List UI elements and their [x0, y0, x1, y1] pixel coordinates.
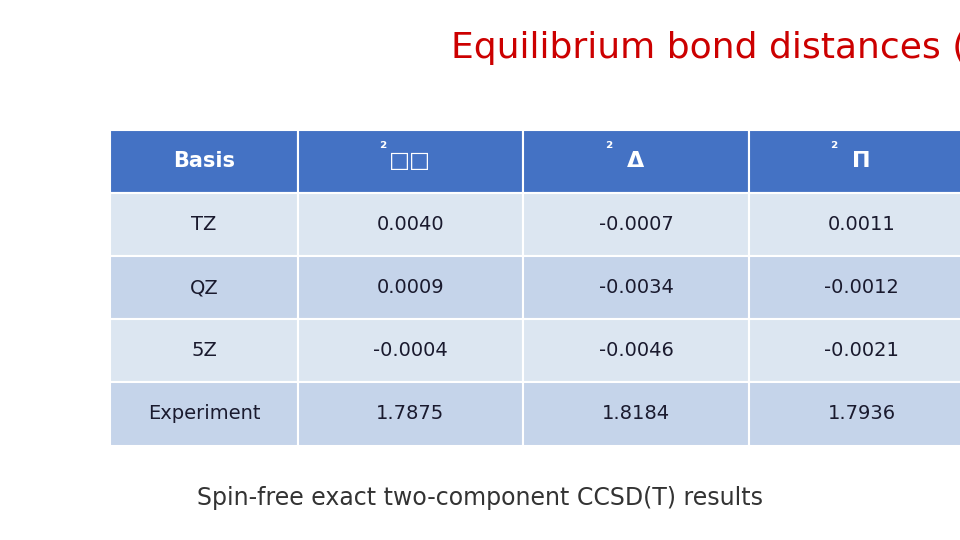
FancyBboxPatch shape: [298, 319, 523, 382]
FancyBboxPatch shape: [110, 256, 298, 319]
Text: Π: Π: [852, 151, 871, 171]
Text: 0.0011: 0.0011: [828, 215, 896, 234]
Text: Basis: Basis: [173, 151, 235, 171]
FancyBboxPatch shape: [298, 193, 523, 256]
Text: 1.7936: 1.7936: [828, 404, 896, 423]
Text: □□: □□: [390, 151, 431, 171]
FancyBboxPatch shape: [749, 382, 960, 446]
FancyBboxPatch shape: [110, 319, 298, 382]
Text: -0.0021: -0.0021: [825, 341, 899, 360]
Text: Experiment: Experiment: [148, 404, 260, 423]
Text: ²: ²: [830, 140, 837, 158]
FancyBboxPatch shape: [749, 130, 960, 193]
Text: -0.0046: -0.0046: [599, 341, 673, 360]
Text: QZ: QZ: [190, 278, 218, 297]
FancyBboxPatch shape: [523, 256, 749, 319]
Text: 1.7875: 1.7875: [376, 404, 444, 423]
FancyBboxPatch shape: [110, 382, 298, 446]
Text: Equilibrium bond distances (in Å): Equilibrium bond distances (in Å): [451, 24, 960, 65]
FancyBboxPatch shape: [298, 130, 523, 193]
FancyBboxPatch shape: [110, 130, 298, 193]
FancyBboxPatch shape: [749, 193, 960, 256]
FancyBboxPatch shape: [110, 193, 298, 256]
Text: 0.0009: 0.0009: [376, 278, 444, 297]
Text: 0.0040: 0.0040: [376, 215, 444, 234]
FancyBboxPatch shape: [523, 382, 749, 446]
Text: Spin-free exact two-component CCSD(T) results: Spin-free exact two-component CCSD(T) re…: [197, 487, 763, 510]
FancyBboxPatch shape: [523, 193, 749, 256]
Text: TZ: TZ: [191, 215, 217, 234]
FancyBboxPatch shape: [298, 256, 523, 319]
Text: Δ: Δ: [628, 151, 644, 171]
Text: 1.8184: 1.8184: [602, 404, 670, 423]
Text: -0.0012: -0.0012: [825, 278, 899, 297]
Text: 5Z: 5Z: [191, 341, 217, 360]
FancyBboxPatch shape: [749, 256, 960, 319]
Text: -0.0007: -0.0007: [599, 215, 673, 234]
FancyBboxPatch shape: [523, 319, 749, 382]
Text: ²: ²: [605, 140, 612, 158]
FancyBboxPatch shape: [298, 382, 523, 446]
FancyBboxPatch shape: [749, 319, 960, 382]
Text: -0.0034: -0.0034: [599, 278, 673, 297]
FancyBboxPatch shape: [523, 130, 749, 193]
Text: -0.0004: -0.0004: [373, 341, 447, 360]
Text: ²: ²: [379, 140, 386, 158]
